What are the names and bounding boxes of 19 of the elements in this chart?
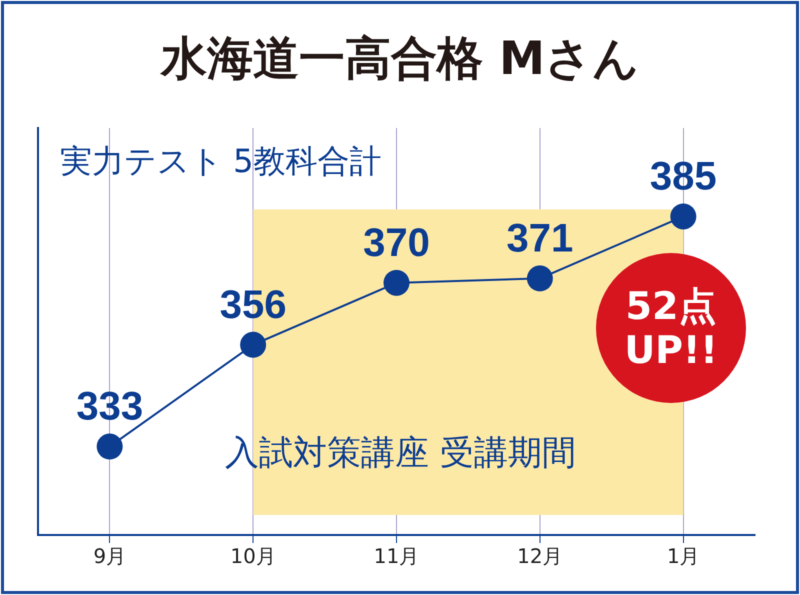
chart-title: 水海道一高合格 Mさん — [159, 30, 640, 87]
point — [240, 332, 266, 358]
text: 実力テスト 5教科合計 — [60, 141, 382, 182]
data-label: 333 — [76, 384, 144, 429]
point — [384, 270, 410, 296]
point — [96, 434, 123, 460]
band-label: 入試対策講座 受講期間 — [225, 432, 576, 473]
point — [526, 265, 553, 292]
x-tick-label: 1月 — [666, 544, 700, 568]
x-tick-label: 9月 — [93, 544, 126, 568]
x-tick-label: 10月 — [230, 544, 276, 568]
x-tick-label: 12月 — [517, 544, 563, 568]
data-label: 356 — [220, 282, 286, 327]
x-tick-label: 11月 — [374, 544, 420, 568]
data-label: 385 — [650, 154, 717, 199]
point — [670, 203, 696, 230]
annotation: 52点 UP!! — [623, 284, 719, 372]
data-label: 370 — [363, 220, 430, 265]
data-label: 371 — [506, 216, 574, 260]
